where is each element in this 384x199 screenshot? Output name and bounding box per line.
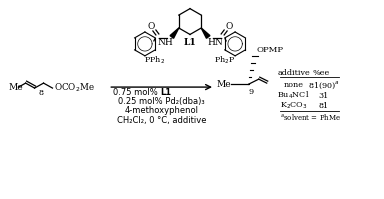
Text: Me: Me [216,80,231,89]
Text: 31: 31 [318,92,329,100]
Text: HN: HN [207,38,223,47]
Text: 0.75 mol%: 0.75 mol% [113,88,161,97]
Text: O: O [147,21,155,30]
Text: 81: 81 [318,102,329,110]
Text: CH₂Cl₂, 0 °C, additive: CH₂Cl₂, 0 °C, additive [117,116,206,125]
Text: OPMP: OPMP [257,46,284,54]
Text: %ee: %ee [313,69,330,77]
Text: L1: L1 [161,88,172,97]
Polygon shape [201,28,210,38]
Polygon shape [170,28,179,38]
Text: OCO$_2$Me: OCO$_2$Me [53,82,94,94]
Text: Bu$_4$NCl: Bu$_4$NCl [278,90,310,101]
Text: additive: additive [277,69,310,77]
Text: 81(90)$^a$: 81(90)$^a$ [308,79,339,91]
Text: NH: NH [157,38,173,47]
Text: 9: 9 [248,88,253,96]
Text: $^a$solvent = PhMe: $^a$solvent = PhMe [280,112,341,122]
Text: O: O [225,21,233,30]
Text: 0.25 mol% Pd₂(dba)₃: 0.25 mol% Pd₂(dba)₃ [118,97,205,106]
Text: 8: 8 [38,89,43,97]
Text: none: none [284,81,304,89]
Text: 4-methoxyphenol: 4-methoxyphenol [125,106,199,115]
Text: Ph$_2$P: Ph$_2$P [214,54,236,65]
Text: L1: L1 [184,38,196,47]
Text: PPh$_2$: PPh$_2$ [144,54,166,65]
Text: K$_2$CO$_3$: K$_2$CO$_3$ [280,101,308,111]
Text: Me: Me [9,83,23,92]
